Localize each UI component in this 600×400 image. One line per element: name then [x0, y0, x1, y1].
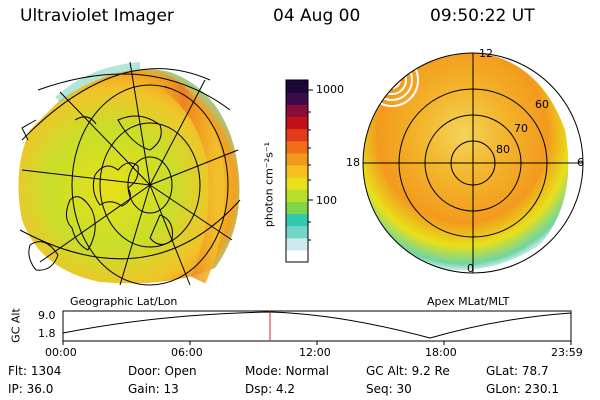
altitude-xtick-2359: 23:59 [551, 346, 583, 359]
altitude-xtick-0600: 06:00 [171, 346, 203, 359]
info-glat: GLat: 78.7 [486, 364, 549, 378]
colorbar-segment [286, 152, 308, 166]
colorbar-segment [286, 201, 308, 215]
altitude-xtick-0000: 00:00 [45, 346, 77, 359]
colorbar-segment [286, 164, 308, 178]
mlat-label-80: 80 [496, 143, 510, 156]
colorbar-segment [286, 128, 308, 142]
colorbar [285, 79, 313, 263]
colorbar-segment [286, 237, 308, 251]
info-flt: Flt: 1304 [8, 364, 62, 378]
info-door: Door: Open [128, 364, 197, 378]
colorbar-segment [286, 189, 308, 202]
mlt-label-12: 12 [479, 47, 493, 60]
mlt-label-0: 0 [467, 262, 474, 275]
colorbar-segment [286, 80, 308, 93]
altitude-plot [62, 310, 572, 345]
altitude-xtick-1200: 12:00 [299, 346, 331, 359]
colorbar-segment [286, 92, 308, 105]
altitude-ytick-1.8: 1.8 [38, 327, 56, 340]
mlat-label-60: 60 [535, 98, 549, 111]
mlat-label-70: 70 [514, 122, 528, 135]
mlt-label-18: 18 [346, 156, 360, 169]
colorbar-tick-1000: 1000 [316, 83, 344, 96]
altitude-ytick-9: 9.0 [38, 309, 56, 322]
altitude-xtick-1800: 18:00 [425, 346, 457, 359]
info-ip: IP: 36.0 [8, 382, 54, 396]
colorbar-tick-100: 100 [316, 194, 337, 207]
info-mode: Mode: Normal [245, 364, 329, 378]
geographic-caption: Geographic Lat/Lon [70, 295, 178, 308]
info-gain: Gain: 13 [128, 382, 179, 396]
colorbar-segment [286, 177, 308, 190]
apex-caption: Apex MLat/MLT [427, 295, 510, 308]
colorbar-segment [286, 249, 308, 263]
apex-map [362, 52, 584, 274]
colorbar-label: photon cm⁻²s⁻¹ [262, 141, 276, 228]
colorbar-segment [286, 213, 308, 227]
colorbar-segment [286, 116, 308, 130]
info-gc-alt: GC Alt: 9.2 Re [366, 364, 450, 378]
colorbar-segment [286, 140, 308, 154]
mlt-label-6: 6 [577, 156, 584, 169]
geographic-map [18, 61, 241, 286]
colorbar-segment [286, 104, 308, 117]
colorbar-strip [286, 80, 308, 263]
info-seq: Seq: 30 [366, 382, 412, 396]
info-dsp: Dsp: 4.2 [245, 382, 296, 396]
altitude-ylabel: GC Alt [9, 308, 23, 343]
time-label: 09:50:22 UT [430, 6, 535, 26]
colorbar-segment [286, 225, 308, 239]
instrument-title: Ultraviolet Imager [20, 6, 174, 26]
date-label: 04 Aug 00 [273, 6, 361, 26]
info-glon: GLon: 230.1 [486, 382, 559, 396]
